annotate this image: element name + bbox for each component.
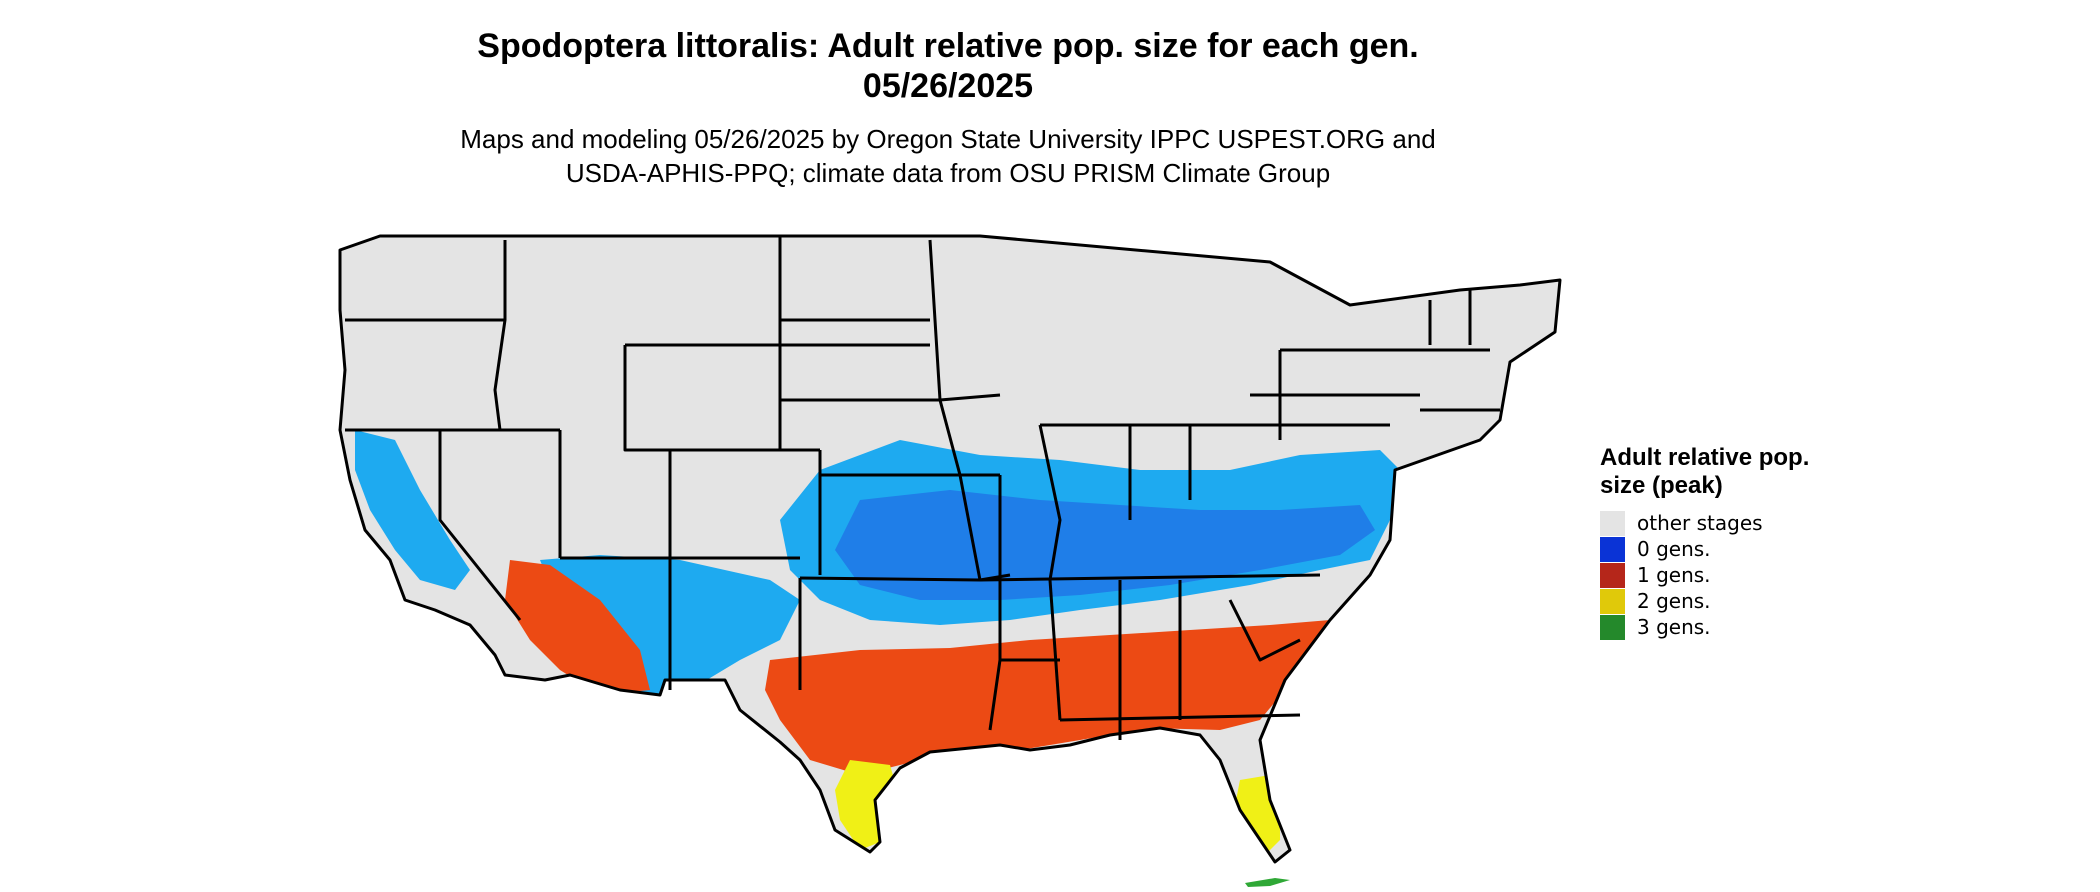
swatch-0-gens bbox=[1600, 536, 1625, 562]
swatch-1-gens bbox=[1600, 562, 1625, 588]
legend-label: 2 gens. bbox=[1637, 589, 1711, 613]
swatch-other-stages bbox=[1600, 510, 1625, 536]
zone-0-gens-central-core bbox=[835, 490, 1375, 600]
swatch-3-gens bbox=[1600, 614, 1625, 640]
legend-item-3-gens: 3 gens. bbox=[1600, 614, 1820, 640]
map-title-date: 05/26/2025 bbox=[862, 67, 1034, 105]
legend-title: Adult relative pop. size (peak) bbox=[1600, 444, 1810, 499]
zone-0-gens-west bbox=[355, 430, 470, 590]
legend-label: 0 gens. bbox=[1637, 537, 1711, 561]
zone-1-gens-south bbox=[765, 620, 1330, 775]
zone-3-gens-keys bbox=[1245, 878, 1290, 887]
legend-label: other stages bbox=[1637, 511, 1763, 535]
map-title-line1: Spodoptera littoralis: Adult relative po… bbox=[477, 27, 1419, 65]
us-map bbox=[338, 234, 1562, 887]
legend-items: other stages 0 gens. 1 gens. 2 gens. 3 g… bbox=[1600, 510, 1820, 640]
legend-label: 3 gens. bbox=[1637, 615, 1711, 639]
legend-label: 1 gens. bbox=[1637, 563, 1711, 587]
zone-1-gens-southwest bbox=[505, 560, 650, 695]
legend-item-2-gens: 2 gens. bbox=[1600, 588, 1820, 614]
legend: Adult relative pop. size (peak) other st… bbox=[1600, 444, 1820, 640]
legend-item-other-stages: other stages bbox=[1600, 510, 1820, 536]
map-credit-line1: Maps and modeling 05/26/2025 by Oregon S… bbox=[460, 124, 1436, 154]
state-borders bbox=[338, 234, 1562, 864]
swatch-2-gens bbox=[1600, 588, 1625, 614]
map-credit-line2: USDA-APHIS-PPQ; climate data from OSU PR… bbox=[565, 158, 1331, 188]
legend-item-0-gens: 0 gens. bbox=[1600, 536, 1820, 562]
legend-item-1-gens: 1 gens. bbox=[1600, 562, 1820, 588]
